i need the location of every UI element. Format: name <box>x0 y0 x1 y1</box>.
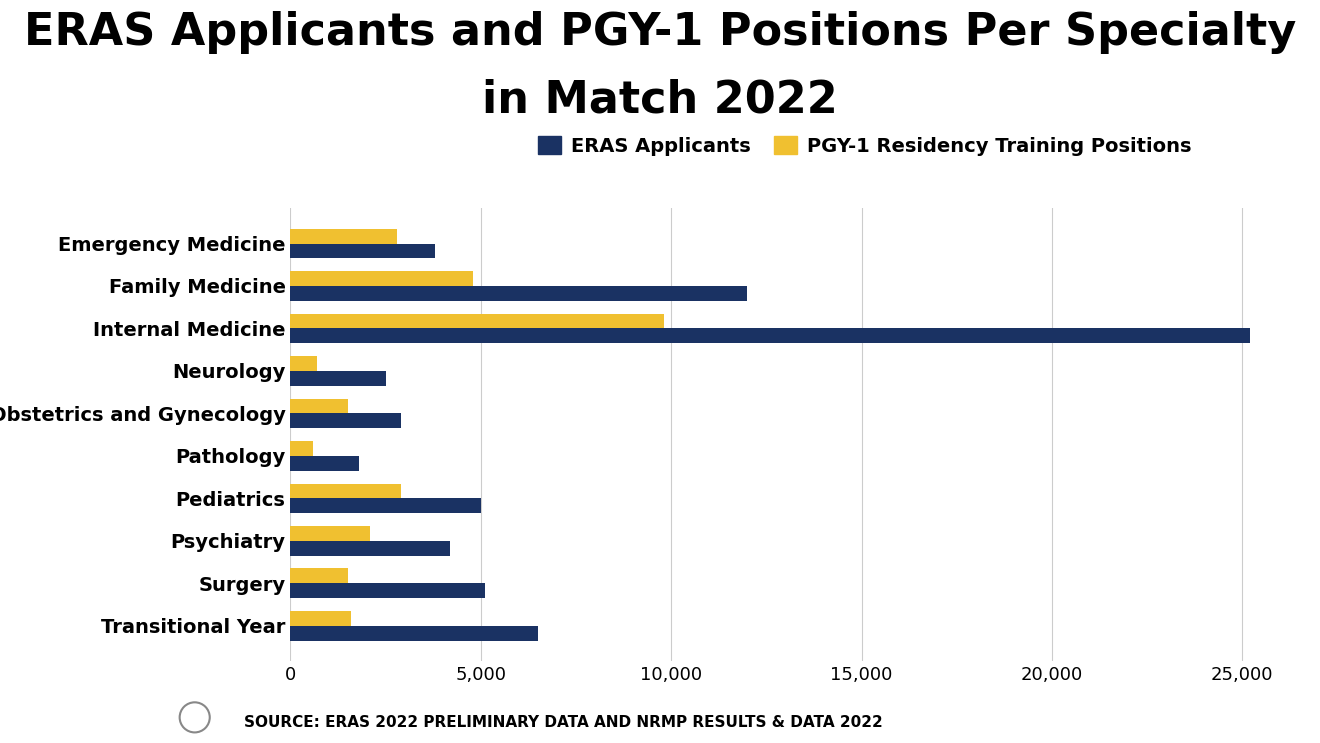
Bar <box>290 356 317 371</box>
Bar <box>290 413 401 428</box>
Bar <box>290 541 450 556</box>
Bar <box>290 499 480 513</box>
Text: in Match 2022: in Match 2022 <box>482 78 838 121</box>
Bar <box>290 484 401 499</box>
Text: ERAS Applicants and PGY-1 Positions Per Specialty: ERAS Applicants and PGY-1 Positions Per … <box>24 11 1296 54</box>
Bar <box>290 244 436 259</box>
Text: SOURCE: ERAS 2022 PRELIMINARY DATA AND NRMP RESULTS & DATA 2022: SOURCE: ERAS 2022 PRELIMINARY DATA AND N… <box>244 715 883 730</box>
Bar <box>290 441 313 456</box>
Bar <box>290 398 347 413</box>
Bar <box>290 271 473 286</box>
Bar <box>290 314 664 328</box>
Bar <box>290 229 397 244</box>
Bar <box>290 583 484 598</box>
Bar <box>290 456 359 471</box>
Bar <box>290 328 1250 343</box>
Bar <box>290 611 351 626</box>
Bar <box>290 568 347 583</box>
Bar <box>290 371 385 386</box>
Bar <box>290 626 539 640</box>
Bar <box>290 286 747 301</box>
Bar <box>290 526 371 541</box>
Legend: ERAS Applicants, PGY-1 Residency Training Positions: ERAS Applicants, PGY-1 Residency Trainin… <box>537 136 1192 155</box>
